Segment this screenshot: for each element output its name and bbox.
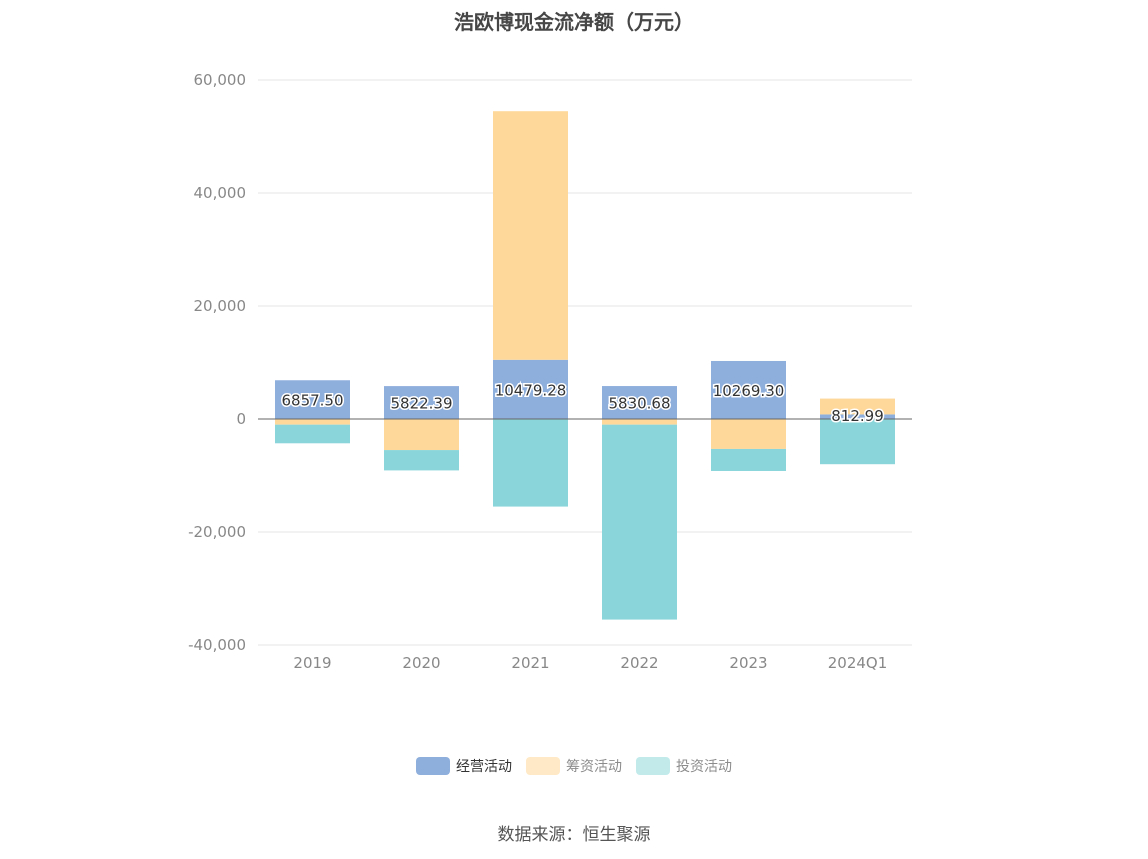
bar-operating-2024Q1 [820, 414, 895, 419]
bar-financing-2023 [711, 419, 786, 449]
data-label: 5830.68 [608, 395, 670, 413]
bar-operating-2021 [493, 359, 568, 419]
y-tick-label: 40,000 [194, 184, 247, 202]
y-tick-label: 60,000 [194, 71, 247, 89]
legend-item-financing[interactable]: 筹资活动 [526, 756, 622, 776]
data-label: 6857.50 [281, 392, 343, 410]
bar-operating-2023 [711, 360, 786, 419]
y-tick-label: -40,000 [188, 636, 246, 654]
data-label: 5822.39 [390, 395, 452, 413]
bar-financing-2020 [384, 419, 459, 451]
y-tick-label: -20,000 [188, 523, 246, 541]
bars [275, 111, 895, 620]
legend-label: 筹资活动 [566, 759, 622, 775]
x-tick-label: 2023 [729, 654, 767, 672]
legend-label: 投资活动 [676, 759, 732, 775]
bar-investing-2024Q1 [820, 419, 895, 465]
bar-operating-2020 [384, 386, 459, 419]
x-tick-label: 2019 [293, 654, 331, 672]
x-tick-label: 2021 [511, 654, 549, 672]
bar-investing-2019 [275, 424, 350, 444]
data-label: 10479.28 [495, 381, 567, 399]
gridlines [258, 79, 912, 646]
chart-title: 浩欧博现金流净额（万元） [454, 10, 694, 34]
source-note: 数据来源：恒生聚源 [497, 825, 651, 845]
x-axis-ticks: 2019 2020 2021 2022 2023 2024Q1 [293, 654, 887, 672]
bar-investing-2023 [711, 448, 786, 471]
legend-swatch [636, 757, 670, 775]
y-axis-ticks: 60,000 40,000 20,000 0 -20,000 -40,000 [188, 71, 246, 654]
x-tick-label: 2020 [402, 654, 440, 672]
legend-label: 经营活动 [456, 759, 512, 775]
data-label: 10269.30 [713, 382, 785, 400]
bar-financing-2021 [493, 111, 568, 360]
bar-operating-2019 [275, 380, 350, 419]
data-labels: 6857.50 5822.39 10479.28 5830.68 10269.30 812… [280, 380, 885, 427]
legend-swatch [526, 757, 560, 775]
y-tick-label: 20,000 [194, 297, 247, 315]
legend-item-investing[interactable]: 投资活动 [636, 756, 732, 776]
bar-investing-2022 [602, 424, 677, 620]
legend: 经营活动 筹资活动 投资活动 [0, 756, 1148, 776]
bar-operating-2022 [602, 386, 677, 419]
bar-investing-2020 [384, 450, 459, 471]
bar-financing-2024Q1 [820, 398, 895, 415]
legend-swatch [416, 757, 450, 775]
legend-item-operating[interactable]: 经营活动 [416, 756, 512, 776]
bar-investing-2021 [493, 419, 568, 507]
data-label: 812.99 [831, 407, 884, 425]
y-tick-label: 0 [236, 410, 246, 428]
x-tick-label: 2022 [620, 654, 658, 672]
x-tick-label: 2024Q1 [828, 654, 888, 672]
bar-financing-2022 [602, 419, 677, 425]
bar-financing-2019 [275, 419, 350, 425]
